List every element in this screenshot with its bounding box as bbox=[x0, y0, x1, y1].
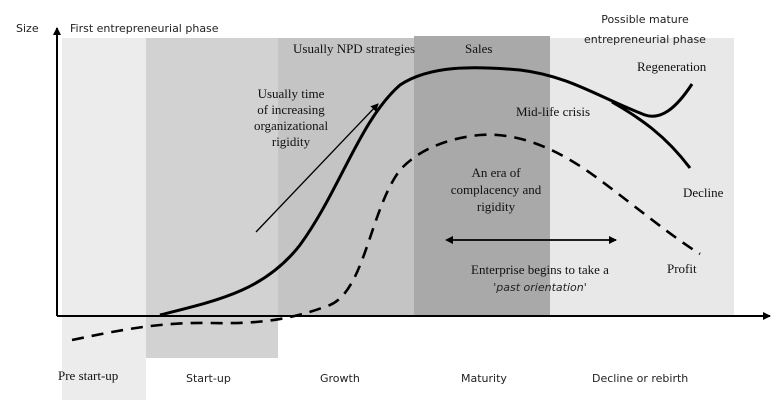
complacency-text-2: complacency and bbox=[450, 182, 542, 197]
band-pre-startup bbox=[62, 38, 146, 315]
sales-curve bbox=[159, 66, 694, 317]
profit-label: Profit bbox=[667, 261, 697, 276]
past-orientation-text-1: Enterprise begins to take a bbox=[471, 262, 609, 277]
decline-curve bbox=[611, 100, 692, 169]
rigidity-arrow bbox=[255, 103, 379, 233]
past-orientation-text-2: 'past orientation' bbox=[493, 281, 587, 294]
possible-mature-label-1: Possible mature bbox=[601, 13, 689, 26]
stage-startup: Start-up bbox=[186, 372, 231, 385]
npd-label: Usually NPD strategies bbox=[293, 41, 416, 56]
stage-growth: Growth bbox=[320, 372, 360, 385]
band-startup bbox=[146, 38, 278, 358]
y-axis-label: Size bbox=[16, 22, 39, 35]
rigidity-text-1: Usually time bbox=[257, 86, 325, 101]
complacency-text-3: rigidity bbox=[476, 199, 516, 214]
midlife-label: Mid-life crisis bbox=[516, 104, 591, 119]
stage-maturity: Maturity bbox=[461, 372, 507, 385]
sales-label: Sales bbox=[465, 41, 493, 56]
band-growth bbox=[278, 38, 414, 315]
stage-pre-startup: Pre start-up bbox=[58, 368, 119, 383]
rigidity-text-2: of increasing bbox=[257, 102, 325, 117]
first-phase-label: First entrepreneurial phase bbox=[70, 22, 219, 35]
rigidity-text-3: organizational bbox=[253, 118, 329, 133]
rigidity-text-4: rigidity bbox=[271, 134, 311, 149]
regeneration-label: Regeneration bbox=[637, 59, 707, 74]
band-decline bbox=[550, 38, 734, 315]
complacency-text-1: An era of bbox=[471, 165, 521, 180]
band-maturity bbox=[414, 36, 550, 315]
possible-mature-label-2: entrepreneurial phase bbox=[584, 33, 706, 46]
profit-curve bbox=[71, 133, 701, 342]
decline-label: Decline bbox=[683, 185, 724, 200]
stage-decline: Decline or rebirth bbox=[592, 372, 689, 385]
